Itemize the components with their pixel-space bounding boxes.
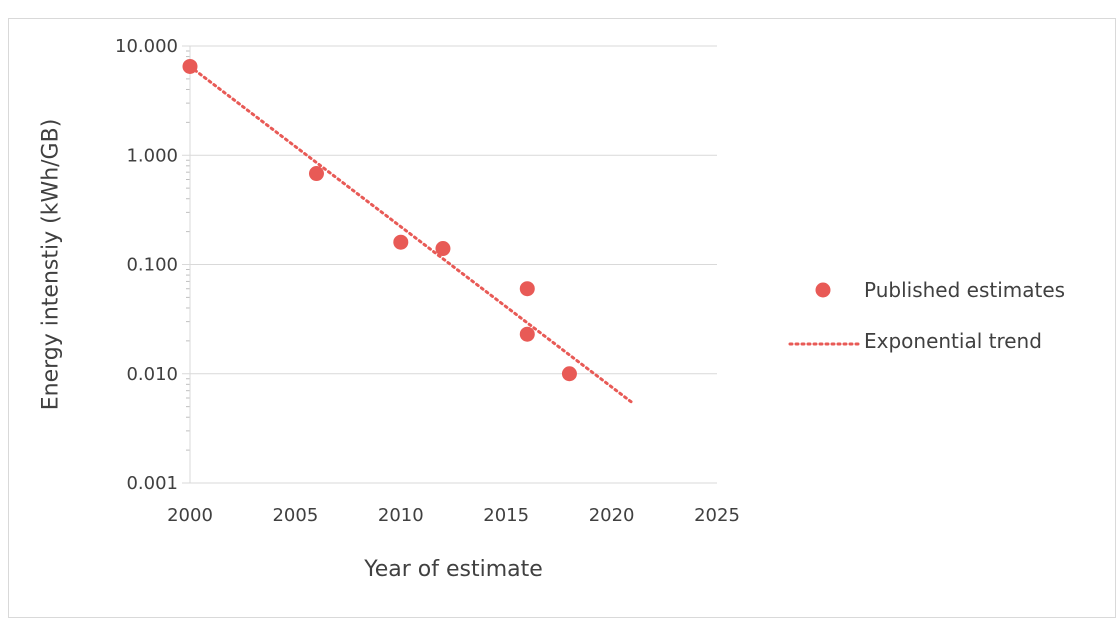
y-tick-label: 10.000 [115, 36, 178, 57]
x-tick-label: 2015 [483, 505, 529, 526]
x-tick-label: 2020 [589, 505, 635, 526]
x-tick-label: 2000 [167, 505, 213, 526]
trend-line-layer [188, 64, 635, 405]
y-axis-title: Energy intenstiy (kWh/GB) [39, 119, 64, 411]
y-tick-label: 0.100 [126, 255, 178, 276]
data-point [519, 281, 535, 297]
y-tick-label: 0.010 [126, 364, 178, 385]
legend: Published estimates Exponential trend [788, 278, 1065, 353]
y-tick-labels: 0.001 0.010 0.100 1.000 10.000 [115, 36, 178, 494]
y-tick-label: 0.001 [126, 473, 178, 494]
data-point [435, 241, 451, 257]
data-point [308, 166, 324, 182]
x-axis-title: Year of estimate [363, 557, 543, 582]
x-tick-labels: 2000 2005 2010 2015 2020 2025 [167, 505, 740, 526]
minor-ticks [186, 50, 190, 451]
data-point [182, 58, 198, 74]
x-tick-label: 2025 [694, 505, 740, 526]
data-point [393, 234, 409, 250]
x-tick-label: 2010 [378, 505, 424, 526]
data-points [182, 58, 577, 382]
legend-label-published-estimates: Published estimates [864, 278, 1065, 302]
legend-marker-published-estimates [815, 282, 831, 298]
y-tick-label: 1.000 [126, 145, 178, 166]
legend-label-exponential-trend: Exponential trend [864, 329, 1042, 353]
data-point [561, 366, 577, 382]
exponential-trend-line [188, 64, 635, 405]
x-tick-label: 2005 [272, 505, 318, 526]
data-point [519, 326, 535, 342]
